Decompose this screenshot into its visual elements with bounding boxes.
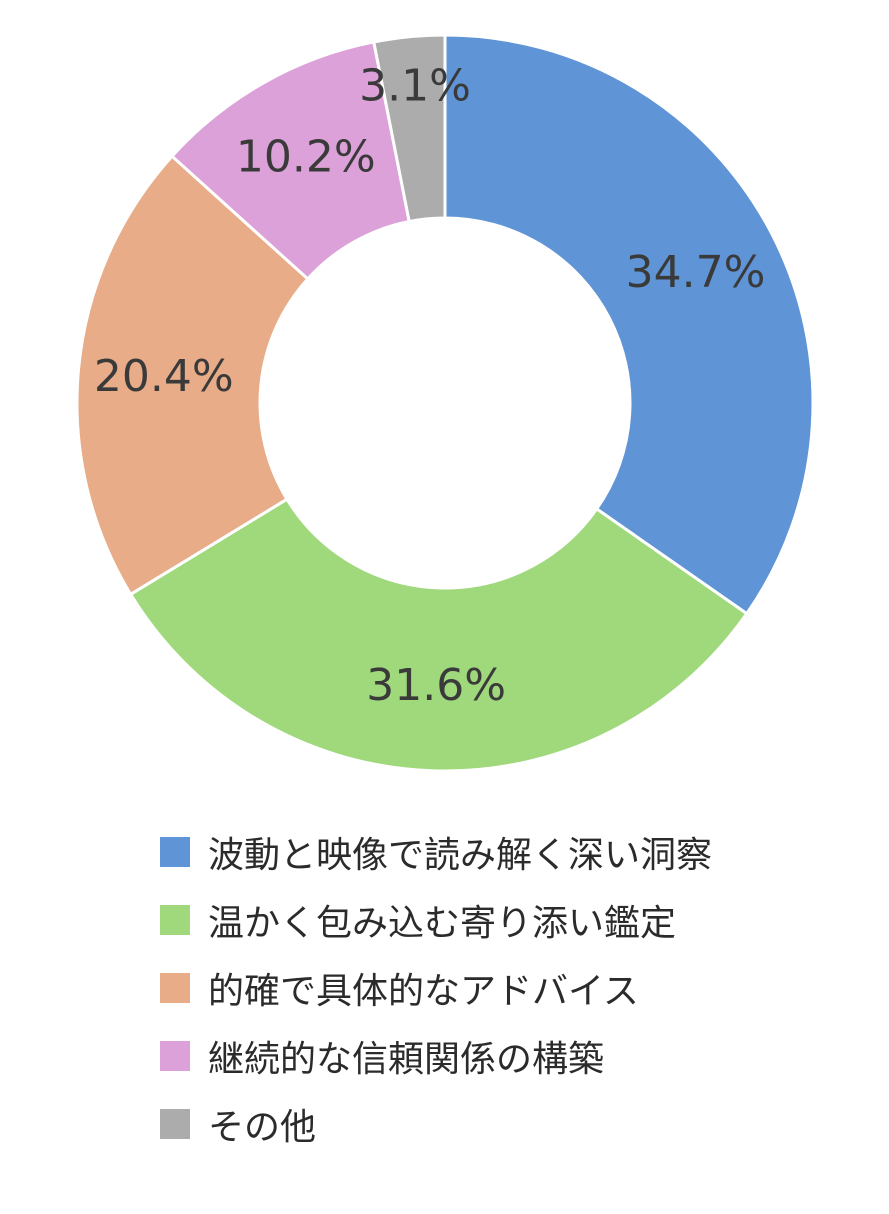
legend: 波動と映像で読み解く深い洞察 温かく包み込む寄り添い鑑定 的確で具体的なアドバイス継… (160, 818, 712, 1158)
slice-value-label: 10.2% (236, 132, 376, 183)
slice-value-label: 34.7% (626, 247, 766, 298)
legend-label: 温かく包み込む寄り添い鑑定 (208, 903, 677, 944)
legend-swatch (160, 905, 190, 935)
legend-swatch (160, 837, 190, 867)
legend-item: 的確で具体的なアドバイス (160, 954, 712, 1022)
legend-item: その他 (160, 1090, 712, 1158)
slice-labels: 34.7% 31.6% 20.4% 10.2% 3.1% (94, 61, 766, 711)
legend-swatch (160, 973, 190, 1003)
slice-value-label: 31.6% (366, 660, 506, 711)
legend-label: その他 (208, 1107, 317, 1148)
legend-item: 継続的な信頼関係の構築 (160, 1022, 712, 1090)
legend-item: 温かく包み込む寄り添い鑑定 (160, 886, 712, 954)
legend-label: 的確で具体的なアドバイス (208, 971, 639, 1012)
donut-slices (75, 33, 815, 773)
slice-value-label: 20.4% (94, 351, 234, 402)
donut-slice (75, 154, 310, 597)
legend-label: 波動と映像で読み解く深い洞察 (208, 835, 713, 876)
donut-slice (443, 33, 815, 616)
legend-swatch (160, 1041, 190, 1071)
legend-swatch (160, 1109, 190, 1139)
slice-value-label: 3.1% (359, 61, 471, 112)
legend-item: 波動と映像で読み解く深い洞察 (160, 818, 712, 886)
donut-slice (372, 33, 447, 224)
donut-chart: 34.7% 31.6% 20.4% 10.2% 3.1% (75, 33, 815, 773)
legend-label: 継続的な信頼関係の構築 (208, 1039, 605, 1080)
donut-slice (128, 497, 749, 773)
